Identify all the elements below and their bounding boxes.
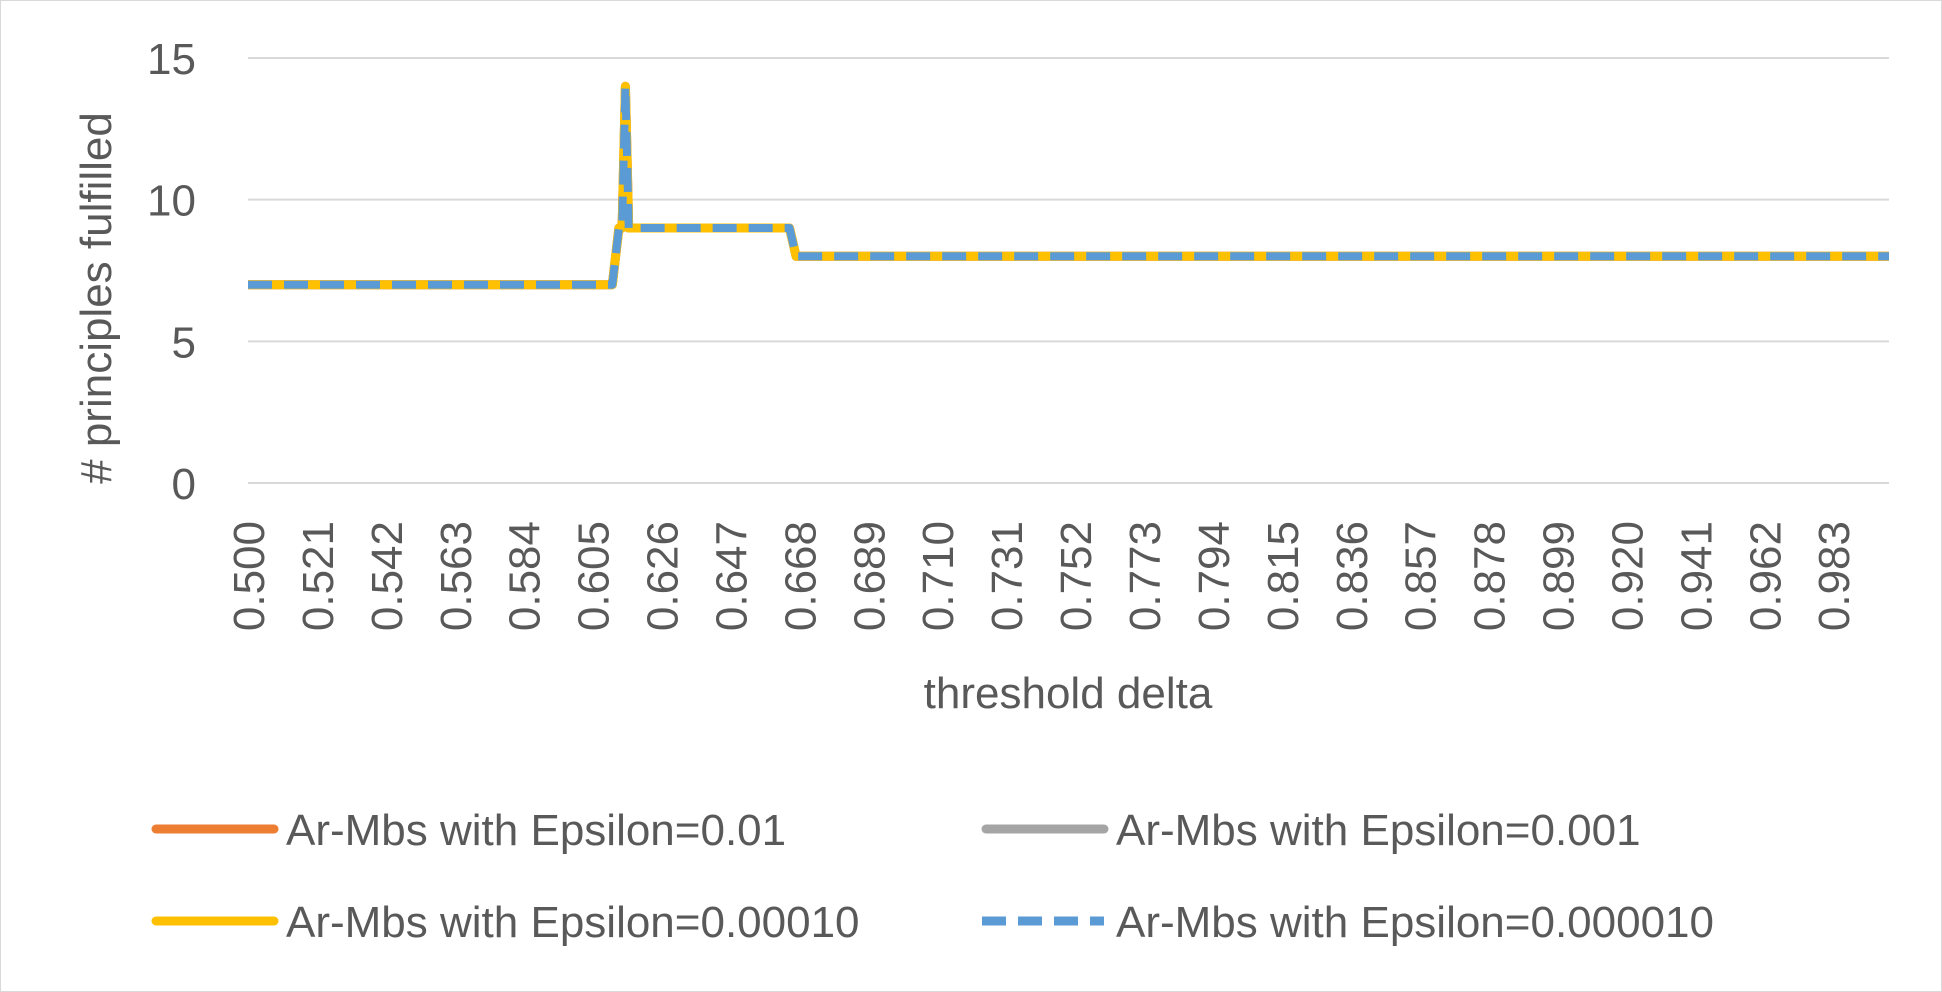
y-tick-label: 0	[172, 460, 196, 509]
x-tick-label: 0.626	[639, 521, 688, 631]
gridlines	[248, 57, 1889, 484]
x-tick-label: 0.647	[707, 521, 756, 631]
x-tick-label: 0.899	[1535, 521, 1584, 631]
legend: Ar-Mbs with Epsilon=0.01 Ar-Mbs with Epsi…	[151, 806, 1714, 947]
y-axis-title: # principles fulfilled	[72, 112, 121, 484]
x-tick-label: 0.521	[294, 521, 343, 631]
x-tick-label: 0.962	[1741, 521, 1790, 631]
series-lines	[248, 81, 1889, 290]
x-tick-label: 0.605	[570, 521, 619, 631]
x-tick-label: 0.584	[501, 521, 550, 631]
x-tick-label: 0.500	[225, 521, 274, 631]
x-tick-label: 0.941	[1672, 521, 1721, 631]
x-tick-label: 0.794	[1190, 521, 1239, 631]
x-tick-label: 0.542	[363, 521, 412, 631]
x-tick-label: 0.710	[914, 521, 963, 631]
x-tick-label: 0.731	[983, 521, 1032, 631]
legend-label-2: Ar-Mbs with Epsilon=0.001	[1116, 806, 1641, 855]
x-tick-label: 0.836	[1328, 521, 1377, 631]
x-tick-label: 0.857	[1397, 521, 1446, 631]
y-tick-label: 5	[172, 318, 196, 367]
x-tick-label: 0.920	[1603, 521, 1652, 631]
x-tick-label: 0.752	[1052, 521, 1101, 631]
x-tick-label: 0.815	[1259, 521, 1308, 631]
x-axis-ticks: 0.500 0.521 0.542 0.563 0.584 0.605 0.626 0.647…	[225, 521, 1859, 631]
y-tick-label: 15	[147, 35, 196, 84]
x-tick-label: 0.773	[1121, 521, 1170, 631]
y-tick-label: 10	[147, 177, 196, 226]
y-axis-ticks: 0 5 10 15	[147, 35, 196, 509]
x-tick-label: 0.563	[432, 521, 481, 631]
x-tick-label: 0.668	[776, 521, 825, 631]
legend-label-1: Ar-Mbs with Epsilon=0.01	[286, 806, 786, 855]
x-tick-label: 0.689	[845, 521, 894, 631]
series-line-4	[248, 82, 1889, 289]
x-axis-title: threshold delta	[924, 669, 1213, 718]
legend-label-4: Ar-Mbs with Epsilon=0.000010	[1116, 898, 1714, 947]
x-tick-label: 0.983	[1810, 521, 1859, 631]
legend-label-3: Ar-Mbs with Epsilon=0.00010	[286, 898, 860, 947]
x-tick-label: 0.878	[1466, 521, 1515, 631]
